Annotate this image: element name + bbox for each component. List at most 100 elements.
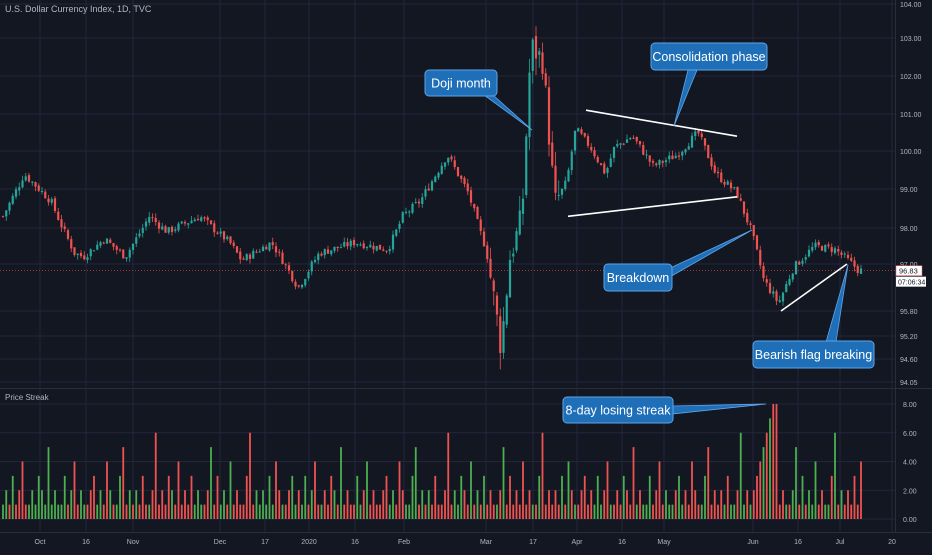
candle-body — [557, 194, 560, 196]
candle-body — [148, 216, 151, 223]
streak-bar — [431, 504, 433, 519]
time-tick-label: 16 — [351, 539, 359, 546]
candle-body — [840, 252, 843, 255]
candle-body — [492, 280, 495, 292]
candle-body — [664, 160, 668, 163]
streak-bar — [28, 504, 30, 519]
streak-bar — [811, 504, 814, 519]
streak-bar — [619, 504, 622, 519]
streak-bar — [271, 504, 274, 519]
candle-body — [590, 146, 593, 151]
callout-consolidation-label: Consolidation phase — [652, 50, 765, 64]
streak-bar — [232, 504, 235, 519]
streak-bar — [297, 490, 300, 519]
streak-bar — [759, 461, 762, 519]
streak-bar — [697, 504, 700, 519]
streak-bar — [535, 504, 537, 519]
callout-losing-streak-label: 8-day losing streak — [566, 404, 672, 418]
candle-body — [131, 243, 135, 251]
candle-body — [755, 235, 759, 250]
streak-bar — [206, 490, 209, 519]
streak-bar — [392, 490, 394, 519]
streak-bar — [291, 475, 294, 519]
candle-body — [661, 161, 664, 163]
streak-bar — [171, 490, 173, 519]
time-tick-label: Feb — [398, 539, 410, 546]
streak-bar — [128, 490, 131, 519]
streak-tick-label: 6.00 — [903, 431, 917, 438]
streak-bar — [301, 504, 303, 519]
candle-body — [359, 244, 362, 246]
price-tick-label: 101.00 — [900, 112, 922, 119]
streak-bar — [652, 504, 654, 519]
streak-bar — [483, 475, 485, 519]
streak-bar — [190, 475, 193, 519]
streak-bar — [320, 504, 323, 519]
candle-body — [50, 199, 53, 203]
streak-bar — [509, 475, 511, 519]
streak-bar — [603, 490, 606, 519]
streak-bar — [236, 490, 238, 519]
candle-body — [421, 197, 424, 204]
streak-bar — [447, 432, 450, 519]
candle-body — [853, 260, 856, 267]
streak-bar — [132, 504, 134, 519]
streak-bar — [710, 504, 713, 519]
candle-body — [232, 242, 235, 246]
candle-body — [538, 51, 541, 55]
candle-body — [733, 187, 736, 189]
streak-bar — [229, 461, 232, 519]
candle-body — [31, 181, 34, 183]
streak-bar — [395, 504, 398, 519]
candle-body — [291, 271, 294, 282]
candle-body — [79, 252, 83, 257]
candle-body — [203, 217, 206, 219]
countdown-box — [896, 276, 926, 287]
candle-body — [447, 157, 450, 163]
candle-body — [317, 253, 320, 261]
streak-bar — [678, 475, 680, 519]
callout-losing-streak: 8-day losing streak — [562, 396, 767, 424]
candle-body — [765, 279, 768, 283]
candle-body — [512, 253, 515, 257]
callout-bearish-flag: Bearish flag breaking — [752, 264, 875, 369]
streak-bar — [450, 504, 453, 519]
streak-bar — [470, 461, 472, 519]
streak-bar — [31, 490, 34, 519]
streak-bar — [723, 504, 726, 519]
candle-body — [200, 217, 203, 221]
candle-body — [684, 149, 687, 153]
streak-bar — [294, 504, 297, 519]
streak-bars — [2, 404, 862, 519]
streak-bar — [531, 504, 534, 519]
price-tick-label: 100.00 — [900, 149, 922, 156]
indicator-title: Price Streak — [5, 393, 49, 402]
candle-body — [440, 165, 443, 174]
streak-bar — [167, 475, 170, 519]
candle-body — [450, 156, 453, 160]
candle-body — [687, 146, 690, 150]
candle-body — [778, 300, 781, 302]
candle-body — [14, 189, 18, 197]
streak-bar — [463, 490, 466, 519]
streak-bar — [249, 432, 251, 519]
candle-body — [603, 163, 606, 174]
streak-bar — [405, 504, 407, 519]
streak-bar — [720, 490, 723, 519]
candle-body — [5, 210, 8, 217]
streak-bar — [577, 504, 580, 519]
streak-bar — [860, 461, 862, 519]
candle-body — [161, 226, 164, 230]
candle-body — [648, 155, 651, 162]
streak-bar — [824, 504, 827, 519]
streak-bar — [122, 447, 125, 519]
streak-bar — [788, 504, 791, 519]
candle-body — [378, 244, 382, 250]
candle-body — [252, 250, 255, 259]
time-tick-label: Apr — [572, 539, 584, 546]
streak-bar — [827, 504, 830, 519]
candle-body — [157, 222, 161, 229]
streak-bar — [37, 475, 40, 519]
